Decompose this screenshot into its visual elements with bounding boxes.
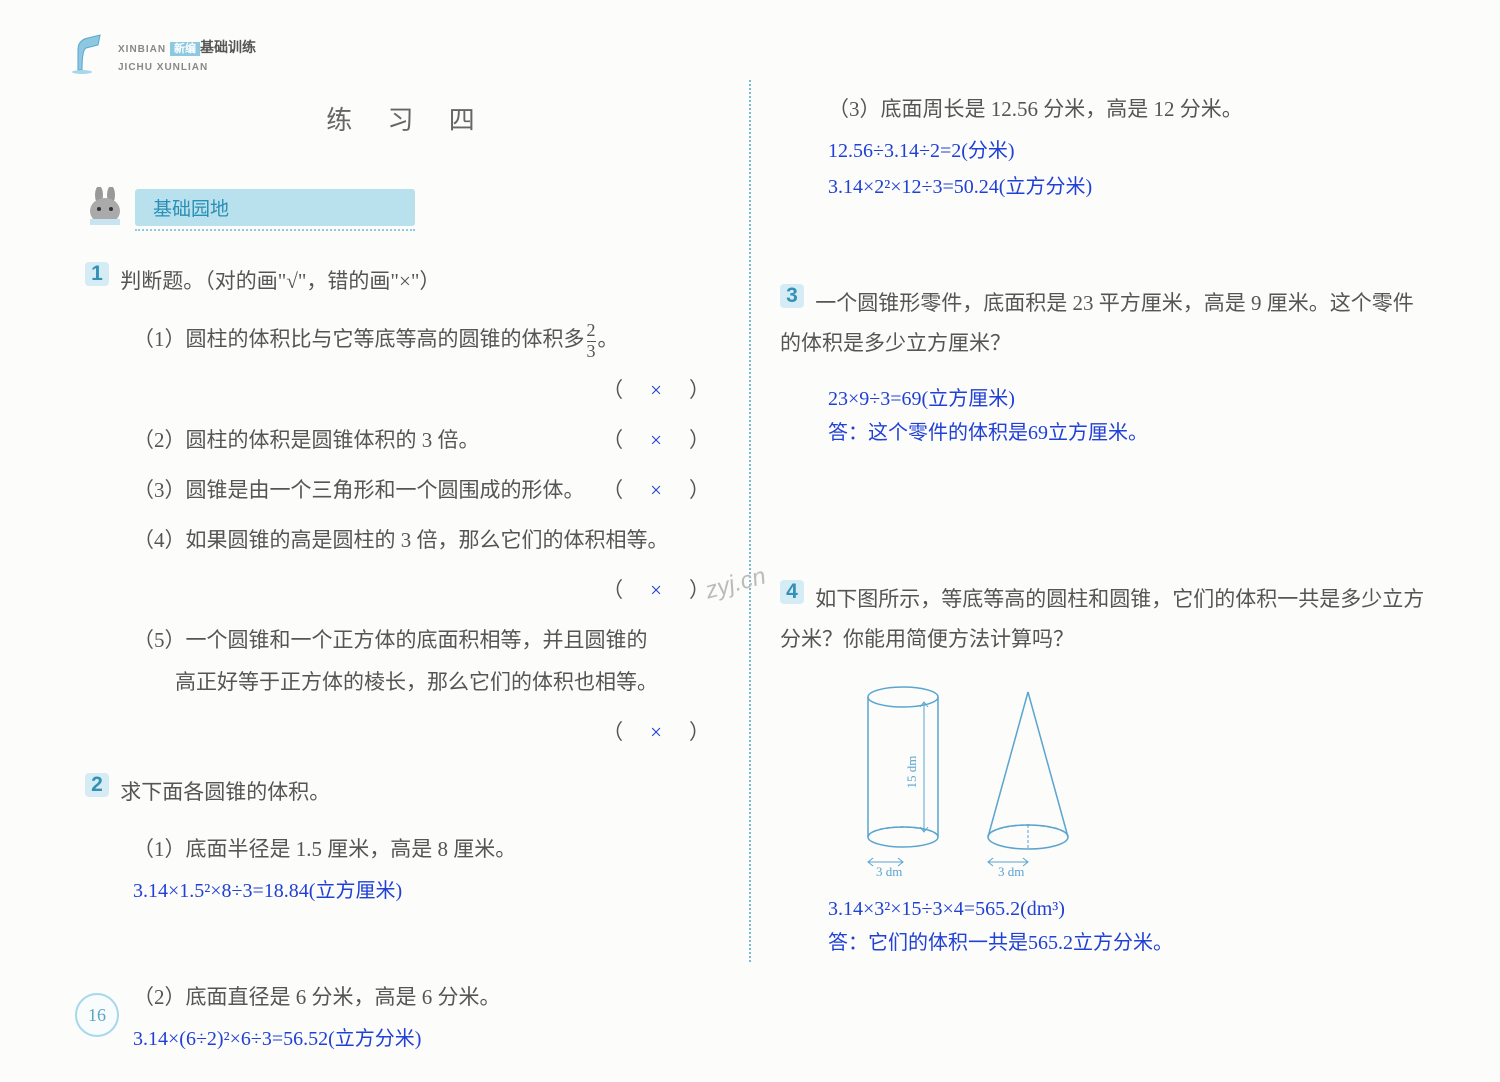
q2-calc-3b: 3.14×2²×12÷3=50.24(立方分米) [828, 170, 1425, 204]
page-title: 练 习 四 [85, 100, 730, 137]
q1-item-3: （3）圆锥是由一个三角形和一个圆围成的形体。 （ × ） [133, 471, 730, 511]
section-header: 基础园地 [85, 187, 730, 232]
left-column: 练 习 四 基础园地 1 判断题。（对的画"√"，错的画"×"） [60, 40, 755, 1042]
qnum-3: 3 [780, 284, 804, 308]
page-number: 16 [75, 993, 119, 1037]
section-title: 基础园地 [135, 189, 415, 226]
q4-answer: 答：它们的体积一共是565.2立方分米。 [828, 926, 1425, 960]
qnum-2: 2 [85, 773, 109, 797]
rabbit-icon [85, 187, 135, 232]
q3-calc: 23×9÷3=69(立方厘米) [828, 382, 1425, 416]
question-4: 4 如下图所示，等底等高的圆柱和圆锥，它们的体积一共是多少立方分米？你能用简便方… [780, 580, 1425, 660]
svg-text:15 dm: 15 dm [904, 756, 919, 789]
q2-item-3: （3）底面周长是 12.56 分米，高是 12 分米。 [828, 90, 1425, 130]
qnum-4: 4 [780, 580, 804, 604]
right-column: （3）底面周长是 12.56 分米，高是 12 分米。 12.56÷3.14÷2… [755, 40, 1450, 1042]
question-3: 3 一个圆锥形零件，底面积是 23 平方厘米，高是 9 厘米。这个零件的体积是多… [780, 284, 1425, 364]
q1-answer-4: （ × ） [133, 571, 730, 611]
svg-text:3 dm: 3 dm [876, 864, 902, 877]
question-2: 2 求下面各圆锥的体积。 [85, 773, 730, 813]
q4-diagram: 15 dm 3 dm 3 dm [828, 677, 1425, 882]
q3-answer: 答：这个零件的体积是69立方厘米。 [828, 416, 1425, 450]
q1-item-4: （4）如果圆锥的高是圆柱的 3 倍，那么它们的体积相等。 [133, 521, 730, 561]
q1-answer-5: （ × ） [133, 713, 730, 753]
q1-item-5b: 高正好等于正方体的棱长，那么它们的体积也相等。 [133, 663, 730, 703]
q1-item-5a: （5）一个圆锥和一个正方体的底面积相等，并且圆锥的 [133, 621, 730, 661]
q2-item-1: （1）底面半径是 1.5 厘米，高是 8 厘米。 [133, 830, 730, 870]
q1-item-2: （2）圆柱的体积是圆锥体积的 3 倍。 （ × ） [133, 421, 730, 461]
q1-item-1: （1）圆柱的体积比与它等底等高的圆锥的体积多23。 [133, 320, 730, 361]
svg-text:3 dm: 3 dm [998, 864, 1024, 877]
q2-calc-1: 3.14×1.5²×8÷3=18.84(立方厘米) [133, 874, 730, 908]
dotted-underline [135, 229, 415, 231]
q1-answer-1: （ × ） [133, 371, 730, 411]
fraction: 23 [585, 321, 598, 362]
q4-calc: 3.14×3²×15÷3×4=565.2(dm³) [828, 892, 1425, 926]
column-divider [749, 80, 751, 962]
q2-calc-2: 3.14×(6÷2)²×6÷3=56.52(立方分米) [133, 1022, 730, 1056]
q2-item-2: （2）底面直径是 6 分米，高是 6 分米。 [133, 978, 730, 1018]
qnum-1: 1 [85, 262, 109, 286]
question-1: 1 判断题。（对的画"√"，错的画"×"） [85, 262, 730, 302]
q2-calc-3a: 12.56÷3.14÷2=2(分米) [828, 134, 1425, 168]
